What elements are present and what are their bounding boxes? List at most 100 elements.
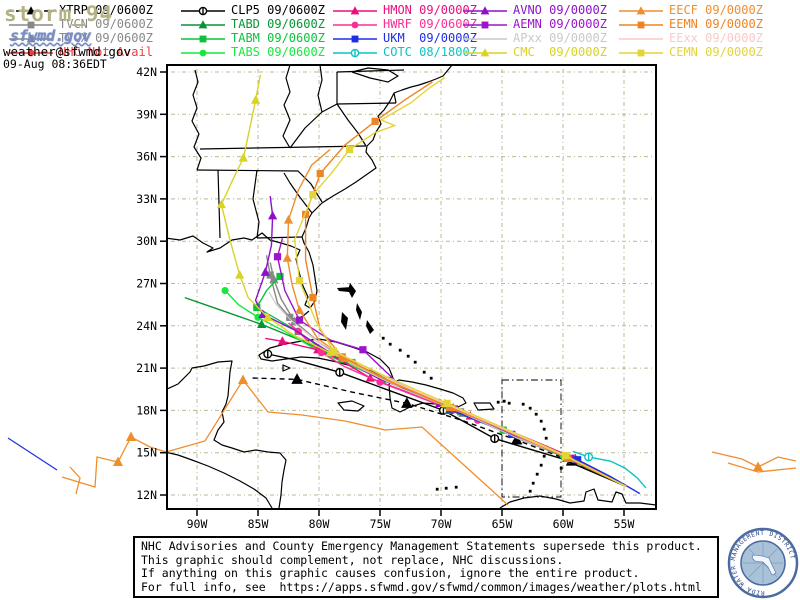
legend-label-EEMN: EEMN 09/0000Z xyxy=(669,17,763,31)
aoi-box xyxy=(501,379,562,498)
legend-item-TABM: TABM 09/0600Z xyxy=(180,32,325,45)
legend-item-AVNO: AVNO 09/0000Z xyxy=(462,4,607,17)
legend-item-HMON: HMON 09/0000Z xyxy=(332,4,477,17)
legend-item-EExx: EExx 09/0000Z xyxy=(618,32,763,45)
lon-label-60W: 60W xyxy=(553,517,574,531)
lat-label-21N: 21N xyxy=(136,361,157,375)
lat-label-15N: 15N xyxy=(136,446,157,460)
track-CMC xyxy=(216,74,627,488)
legend-label-TABM: TABM 09/0600Z xyxy=(231,31,325,45)
lon-label-90W: 90W xyxy=(187,517,208,531)
lon-label-85W: 85W xyxy=(248,517,269,531)
sfwmd-logo: sfwmd.gov xyxy=(10,27,92,45)
legend-sample-AVNO xyxy=(463,5,507,14)
contact-email: weather@sfwmd.gov xyxy=(3,44,131,59)
legend-sample-COTC xyxy=(333,48,377,57)
track-APxx xyxy=(268,291,627,488)
legend-label-XTRP: XTRP 09/0600Z xyxy=(59,3,153,17)
legend-label-APxx: APxx 09/0000Z xyxy=(513,31,607,45)
legend-sample-UKM xyxy=(333,35,377,42)
legend-sample-TABM xyxy=(181,35,225,42)
legend-label-CMC: CMC 09/0000Z xyxy=(513,45,607,59)
coastline xyxy=(167,65,656,509)
legend-item-CEMN: CEMN 09/0000Z xyxy=(618,46,763,59)
small-islands xyxy=(337,283,563,493)
legend-item-XTRP: XTRP 09/0600Z xyxy=(8,4,153,17)
legend-sample-XTRP xyxy=(9,5,53,14)
track-TVCN xyxy=(265,255,627,488)
disclaimer-line-1: NHC Advisories and County Emergency Mana… xyxy=(141,539,702,553)
legend-item-EEMN: EEMN 09/0000Z xyxy=(618,18,763,31)
caribbean-wave xyxy=(165,374,509,506)
legend-label-TABD: TABD 09/0600Z xyxy=(231,17,325,31)
legend-sample-TABS xyxy=(181,49,225,56)
legend-item-COTC: COTC 08/1800Z xyxy=(332,46,477,59)
disclaimer-line-3: If anything on this graphic causes confu… xyxy=(141,566,640,580)
legend-sample-EExx xyxy=(619,37,663,40)
legend-sample-EECF xyxy=(619,5,663,14)
track-CLP5 xyxy=(263,349,627,488)
axis-labels: 42N 39N 36N 33N 30N 27N 24N 21N 18N 15N 12N 90W 85W 8… xyxy=(136,65,634,531)
legend-sample-TVCN xyxy=(9,21,53,28)
legend-label-HWRF: HWRF 09/0600Z xyxy=(383,17,477,31)
legend-label-TVCN: TVCN 09/0600Z xyxy=(59,17,153,31)
legend-label-COTC: COTC 08/1800Z xyxy=(383,45,477,59)
legend-item-EECF: EECF 09/0000Z xyxy=(618,4,763,17)
legend-label-AVNO: AVNO 09/0000Z xyxy=(513,3,607,17)
lon-label-80W: 80W xyxy=(309,517,330,531)
lat-label-33N: 33N xyxy=(136,192,157,206)
model-tracks xyxy=(184,74,647,495)
legend-label-TABS: TABS 09/0600Z xyxy=(231,45,325,59)
product-name: storm_94 xyxy=(4,2,114,26)
legend-sample-APxx xyxy=(463,37,507,40)
legend-sample-NHC xyxy=(9,49,53,56)
disclaimer-line-2: This graphic should complement, not repl… xyxy=(141,552,564,567)
left-blue-segment xyxy=(7,437,58,471)
legend-sample-TVCX xyxy=(9,33,53,42)
legend-item-TABS: TABS 09/0600Z xyxy=(180,46,325,59)
track-EECF xyxy=(282,149,627,488)
legend-label-CLP5: CLP5 09/0600Z xyxy=(231,3,325,17)
legend-sample-EEMN xyxy=(619,21,663,28)
map-frame xyxy=(166,64,657,510)
disclaimer-line-4: For full info, see https://apps.sfwmd.go… xyxy=(141,579,702,594)
legend-sample-HWRF xyxy=(333,21,377,28)
legend-item-APxx: APxx 09/0000Z xyxy=(462,32,607,45)
seal-florida-shape xyxy=(751,554,777,576)
lon-label-70W: 70W xyxy=(431,517,452,531)
legend-sample-CMC xyxy=(463,47,507,56)
lat-label-27N: 27N xyxy=(136,277,157,291)
legend-item-HWRF: HWRF 09/0600Z xyxy=(332,18,477,31)
legend-label-TVCX: TVCX 09/0600Z xyxy=(59,31,153,45)
left-orange-wave xyxy=(61,431,167,488)
legend-sample-CEMN xyxy=(619,49,663,56)
track-XTRP xyxy=(249,373,627,488)
right-orange-wave xyxy=(711,451,797,471)
track-CEMN xyxy=(293,77,627,488)
track-AEMN xyxy=(273,238,627,488)
lat-label-12N: 12N xyxy=(136,488,157,502)
legend-item-CLP5: CLP5 09/0600Z xyxy=(180,4,325,17)
legend-label-CEMN: CEMN 09/0000Z xyxy=(669,45,763,59)
legend-item-NHC: NHC Not Avail xyxy=(8,46,153,59)
lat-label-24N: 24N xyxy=(136,319,157,333)
legend-sample-HMON xyxy=(333,5,377,14)
legend-item-TVCX: TVCX 09/0600Z xyxy=(8,32,153,45)
legend-label-HMON: HMON 09/0000Z xyxy=(383,3,477,17)
stray-segments xyxy=(7,374,797,506)
track-AVNO xyxy=(254,195,627,488)
lat-label-42N: 42N xyxy=(136,65,157,79)
lon-label-55W: 55W xyxy=(614,517,635,531)
legend-label-AEMN: AEMN 09/0000Z xyxy=(513,17,607,31)
legend-label-EECF: EECF 09/0000Z xyxy=(669,3,763,17)
lat-label-30N: 30N xyxy=(136,234,157,248)
right-orange-wave2 xyxy=(727,462,797,473)
left-orange-hook xyxy=(69,466,81,495)
track-COTC xyxy=(572,450,647,489)
legend-item-AEMN: AEMN 09/0000Z xyxy=(462,18,607,31)
legend-item-UKM: UKM 09/0000Z xyxy=(332,32,477,45)
lat-label-39N: 39N xyxy=(136,107,157,121)
lon-label-65W: 65W xyxy=(492,517,513,531)
legend-label-UKM: UKM 09/0000Z xyxy=(383,31,477,45)
